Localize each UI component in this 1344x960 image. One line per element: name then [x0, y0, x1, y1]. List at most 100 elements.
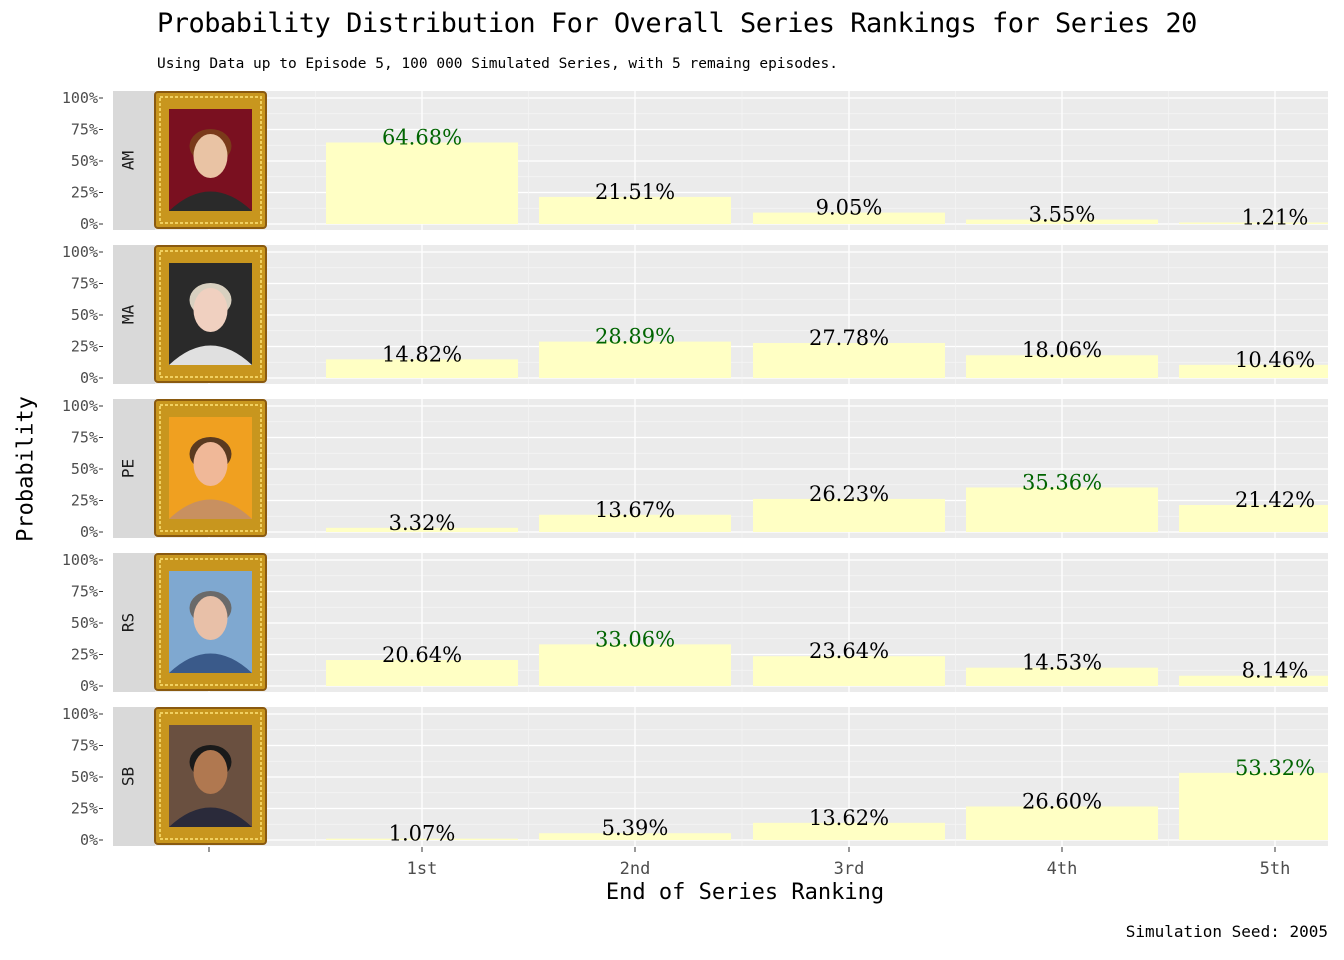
bar-pe-5th [1179, 505, 1328, 532]
bar-data-label: 1.21% [1242, 205, 1309, 229]
chart-title: Probability Distribution For Overall Ser… [157, 8, 1197, 39]
x-tick-label: 4th [1047, 859, 1078, 879]
y-tick-label: 100% [62, 551, 98, 569]
facet-rs: RS 0% 25% 50% 75% 100% 20.64% 33.06% 23.64% 14.53… [62, 551, 1328, 695]
bar-data-label: 14.82% [382, 342, 462, 366]
portrait-face [193, 288, 228, 332]
bar-ma-2nd [539, 341, 731, 378]
y-tick-label: 100% [62, 705, 98, 723]
y-tick-label: 75% [71, 275, 98, 293]
y-tick-label: 25% [71, 646, 98, 664]
y-tick-label: 75% [71, 121, 98, 139]
bar-am-5th [1179, 222, 1328, 224]
bar-data-label: 21.42% [1235, 488, 1315, 512]
bar-am-1st [326, 142, 518, 224]
portrait-shoulders [169, 499, 252, 519]
portrait-frame-ornament [159, 558, 262, 686]
bar-rs-3rd [753, 656, 945, 686]
x-tick-label: 1st [407, 859, 438, 879]
x-axis-label: End of Series Ranking [605, 880, 885, 905]
bar-rs-2nd [539, 644, 731, 686]
bar-ma-3rd [753, 342, 945, 378]
facet-strip-label: RS [119, 613, 138, 632]
portrait-face [193, 750, 228, 794]
facet-strip [113, 91, 155, 230]
bar-am-4th [966, 219, 1158, 224]
portrait-face [193, 134, 228, 178]
portrait-face [193, 442, 228, 486]
bar-data-label: 18.06% [1022, 338, 1102, 362]
y-tick-label: 25% [71, 184, 98, 202]
bar-data-label: 28.89% [595, 325, 675, 349]
y-tick-label: 0% [80, 831, 98, 849]
bar-data-label: 27.78% [809, 326, 889, 350]
x-tick-label: 2nd [620, 859, 651, 879]
bar-data-label: 23.64% [809, 639, 889, 663]
portrait-frame-ornament [159, 96, 262, 224]
bar-data-label: 3.55% [1029, 203, 1096, 227]
bar-pe-4th [966, 487, 1158, 532]
y-tick-label: 0% [80, 369, 98, 387]
x-tick-label: 3rd [834, 859, 865, 879]
facet-strip-label: SB [119, 767, 138, 786]
bar-rs-4th [966, 667, 1158, 686]
bar-ma-1st [326, 359, 518, 378]
y-tick-label: 0% [80, 677, 98, 695]
y-tick-label: 0% [80, 523, 98, 541]
chart-subtitle: Using Data up to Episode 5, 100 000 Simu… [157, 56, 838, 72]
y-tick-label: 25% [71, 800, 98, 818]
bar-data-label: 21.51% [595, 180, 675, 204]
bar-data-label: 35.36% [1022, 470, 1102, 494]
bar-pe-3rd [753, 498, 945, 532]
bar-sb-4th [966, 806, 1158, 840]
bar-data-label: 3.32% [389, 511, 456, 535]
portrait-shoulders [169, 345, 252, 365]
bar-pe-1st [326, 527, 518, 532]
bar-pe-2nd [539, 514, 731, 532]
y-tick-label: 50% [71, 460, 98, 478]
bar-data-label: 14.53% [1022, 651, 1102, 675]
facet-strip-label: AM [119, 151, 138, 170]
x-tick-label: 5th [1260, 859, 1291, 879]
bar-rs-5th [1179, 675, 1328, 686]
facet-strip-label: MA [119, 305, 138, 325]
y-tick-label: 75% [71, 583, 98, 601]
bar-data-label: 26.23% [809, 482, 889, 506]
y-tick-label: 100% [62, 89, 98, 107]
portrait-face [193, 596, 228, 640]
facet-strip-label: PE [119, 459, 138, 478]
y-tick-label: 0% [80, 215, 98, 233]
facet-strip [113, 553, 155, 692]
bar-data-label: 13.62% [809, 806, 889, 830]
facet-strip [113, 245, 155, 384]
bar-data-label: 10.46% [1235, 348, 1315, 372]
y-tick-label: 50% [71, 306, 98, 324]
portrait-shoulders [169, 191, 252, 211]
bar-data-label: 26.60% [1022, 789, 1102, 813]
bar-sb-5th [1179, 772, 1328, 840]
y-tick-label: 100% [62, 397, 98, 415]
y-tick-label: 25% [71, 338, 98, 356]
facet-pe: PE 0% 25% 50% 75% 100% 3.32% 13.67% 26.23% 35.36%… [62, 397, 1328, 541]
bar-am-2nd [539, 196, 731, 224]
bar-rs-1st [326, 659, 518, 686]
portrait-shoulders [169, 653, 252, 673]
bar-data-label: 64.68% [382, 126, 462, 150]
bar-data-label: 9.05% [816, 196, 883, 220]
bar-data-label: 20.64% [382, 643, 462, 667]
y-tick-label: 50% [71, 614, 98, 632]
bar-data-label: 8.14% [1242, 659, 1309, 683]
facet-ma: MA 0% 25% 50% 75% 100% 14.82% 28.89% 27.78% 18.06… [62, 243, 1328, 387]
bar-ma-5th [1179, 364, 1328, 378]
portrait-frame-ornament [159, 712, 262, 840]
y-tick-label: 50% [71, 152, 98, 170]
bar-data-label: 53.32% [1235, 756, 1315, 780]
bar-data-label: 33.06% [595, 627, 675, 651]
bar-data-label: 13.67% [595, 498, 675, 522]
bar-data-label: 5.39% [602, 816, 669, 840]
y-tick-label: 75% [71, 737, 98, 755]
bar-ma-4th [966, 355, 1158, 378]
portrait-frame-ornament [159, 250, 262, 378]
y-tick-label: 75% [71, 429, 98, 447]
